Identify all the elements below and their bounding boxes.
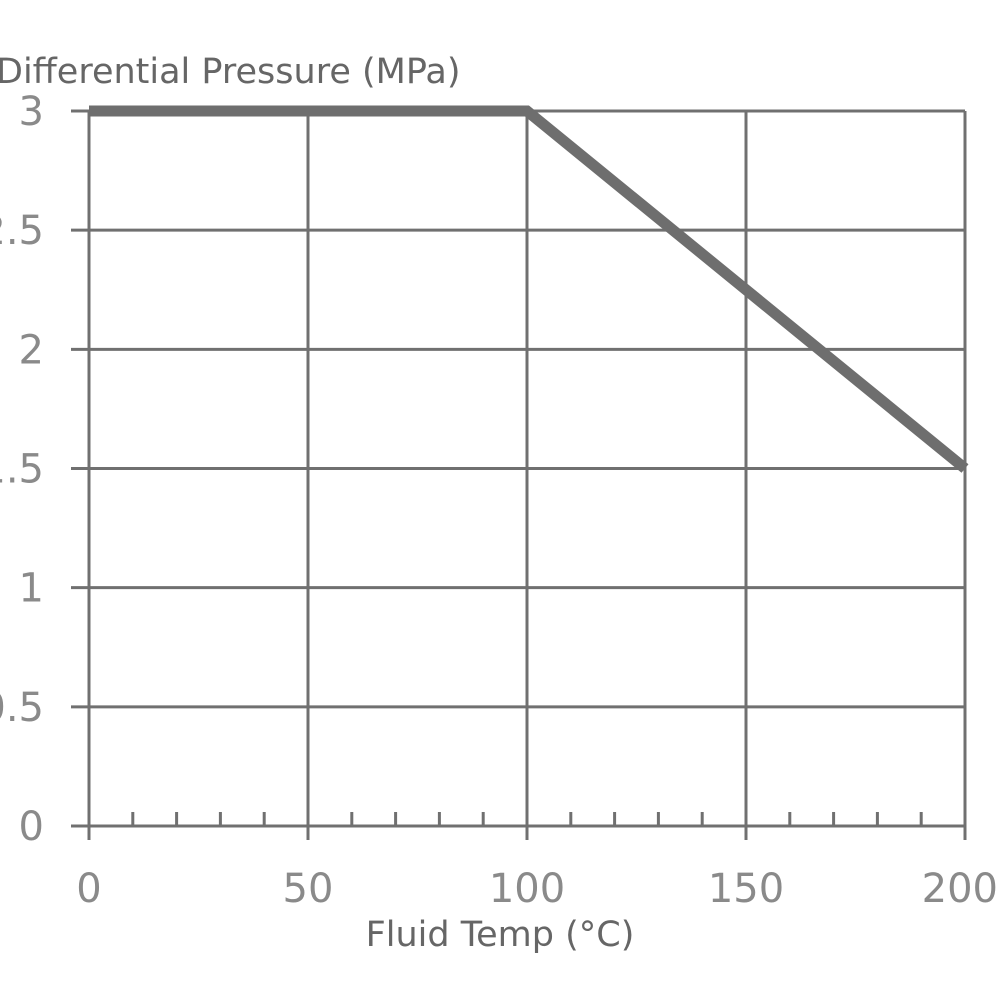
series-line — [89, 105, 969, 473]
x-tick-label: 50 — [283, 866, 334, 912]
x-tick-label: 150 — [708, 866, 784, 912]
y-axis-title: Differential Pressure (MPa) — [0, 52, 460, 92]
y-tick-labels: 0 0.5 1 1.5 2 2.5 3 — [0, 89, 44, 850]
y-tick-label: 3 — [19, 89, 44, 135]
x-axis-title: Fluid Temp (°C) — [366, 915, 635, 955]
grid — [71, 109, 967, 840]
y-tick-label: 0 — [19, 804, 44, 850]
y-tick-label: 0.5 — [0, 685, 44, 731]
y-tick-label: 1 — [19, 566, 44, 612]
y-tick-label: 1.5 — [0, 447, 44, 493]
y-tick-label: 2 — [19, 327, 44, 373]
x-tick-label: 200 — [922, 866, 998, 912]
x-tick-label: 100 — [489, 866, 565, 912]
x-tick-label: 0 — [76, 866, 101, 912]
series-layer — [89, 105, 969, 473]
minor-ticks — [131, 812, 923, 826]
y-tick-label: 2.5 — [0, 208, 44, 254]
x-tick-labels: 0 50 100 150 200 — [76, 866, 998, 912]
